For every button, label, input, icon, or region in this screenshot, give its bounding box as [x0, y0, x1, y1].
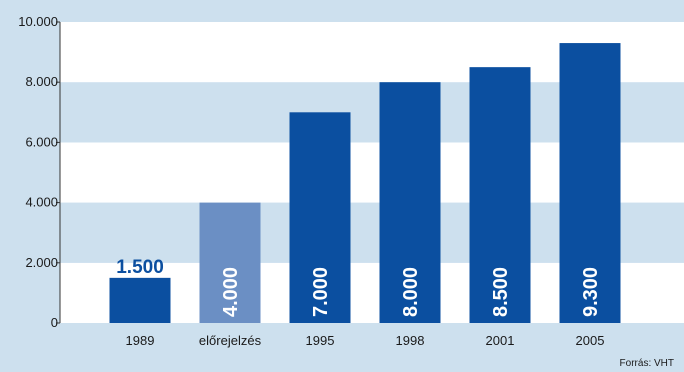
bars	[109, 43, 621, 324]
bar	[109, 277, 171, 323]
bar	[289, 112, 351, 323]
x-category-label: 2001	[486, 333, 515, 348]
value-label: 1.500	[116, 257, 164, 278]
value-labels: 1.500 4.000 7.000 8.000 8.500 9.300	[116, 257, 602, 317]
value-label: 4.000	[220, 267, 242, 317]
x-category-label: 1995	[306, 333, 335, 348]
y-axis	[56, 21, 61, 324]
source-note: Forrás: VHT	[620, 358, 674, 369]
y-tick-label: 0	[51, 315, 58, 330]
value-label: 9.300	[580, 267, 602, 317]
value-label: 8.000	[400, 267, 422, 317]
x-category-label: 2005	[576, 333, 605, 348]
y-tick-label: 6.000	[25, 134, 58, 149]
value-label: 7.000	[310, 267, 332, 317]
bar	[379, 82, 441, 323]
x-category-label: előrejelzés	[199, 333, 262, 348]
bar	[559, 43, 621, 323]
y-tick-label: 8.000	[25, 74, 58, 89]
x-category-labels: 1989 előrejelzés 1995 1998 2001 2005	[126, 333, 605, 348]
y-tick-label: 10.000	[18, 14, 58, 29]
y-tick-label: 4.000	[25, 195, 58, 210]
x-category-label: 1989	[126, 333, 155, 348]
y-tick-labels: 0 2.000 4.000 6.000 8.000 10.000	[18, 14, 58, 330]
bar	[469, 67, 531, 324]
x-category-label: 1998	[396, 333, 425, 348]
bar	[199, 202, 261, 323]
value-label: 8.500	[490, 267, 512, 317]
y-tick-label: 2.000	[25, 255, 58, 270]
